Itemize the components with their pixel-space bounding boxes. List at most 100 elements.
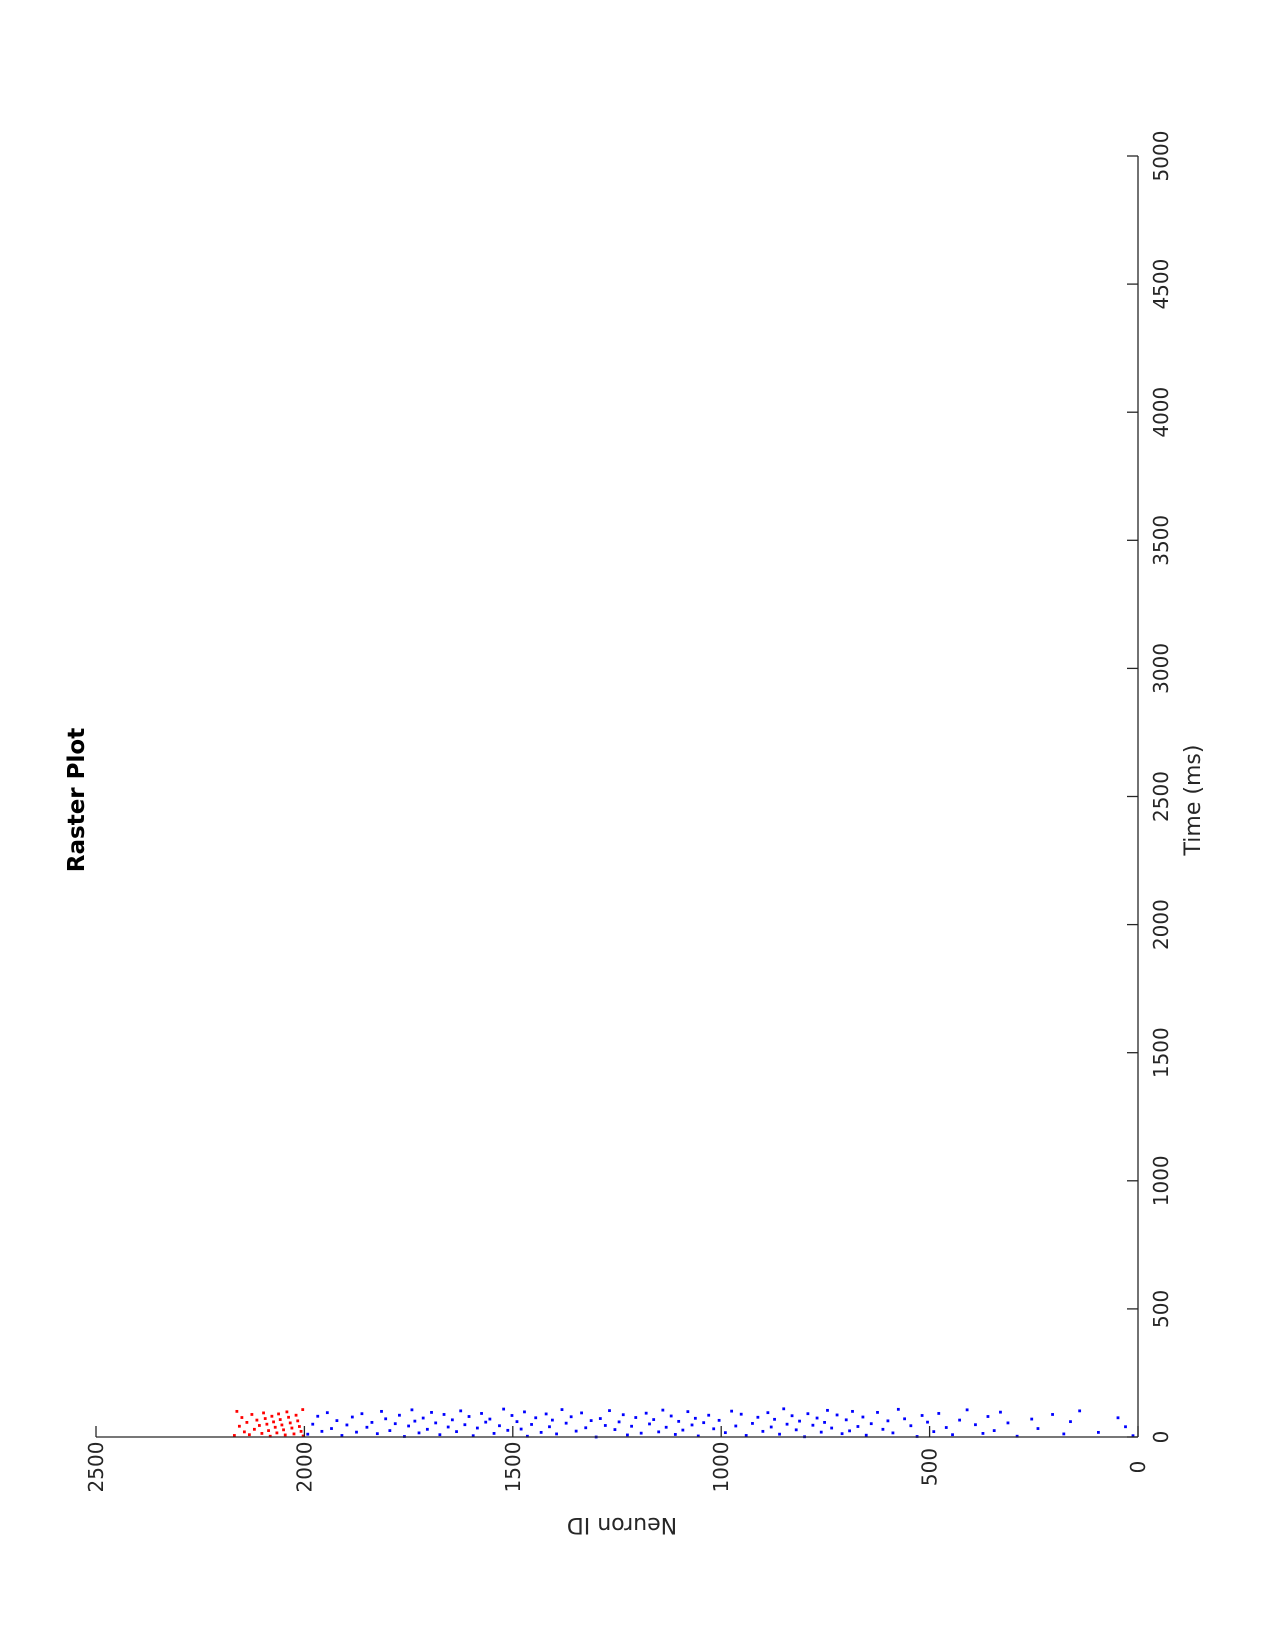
spike-point [686,1410,690,1414]
spike-point [316,1414,320,1418]
spike-point [739,1412,743,1416]
spike-point [282,1428,285,1432]
spike-point [355,1430,358,1434]
spike-point [648,1422,651,1426]
spike-point [717,1418,721,1422]
spike-point [268,1434,272,1438]
spike-point [613,1428,617,1431]
spike-point [311,1422,315,1426]
spike-point [657,1430,661,1434]
spike-point [782,1407,786,1411]
spike-point [981,1432,985,1435]
spike-point [413,1419,417,1423]
x-tick-label: 2000 [1149,899,1173,950]
spike-point [263,1417,267,1420]
spike-point [277,1412,280,1416]
spike-point [794,1428,798,1432]
spike-point [398,1413,401,1417]
spike-point [608,1409,611,1413]
spike-point [1036,1427,1040,1430]
spike-point [1097,1430,1100,1434]
spike-point [285,1410,289,1414]
x-tick-label: 0 [1149,1431,1173,1444]
spike-point [290,1426,294,1430]
spike-point [306,1432,310,1436]
spike-point [661,1408,665,1412]
spike-point [681,1428,685,1432]
spike-point [360,1412,364,1416]
spike-point [247,1433,251,1437]
spike-point [555,1432,558,1436]
spike-point [275,1431,279,1435]
spike-point [370,1420,374,1424]
spike-point [881,1427,885,1431]
spike-point [510,1414,514,1417]
spike-point [702,1421,706,1425]
x-tick-label: 500 [1149,1290,1173,1328]
spike-point [235,1409,239,1413]
x-tick-label: 4000 [1149,387,1173,438]
spike-point [515,1420,519,1424]
spike-point [785,1422,789,1426]
spike-point [644,1411,648,1415]
spike-point [539,1430,543,1434]
spike-point [861,1415,865,1419]
spike-point [530,1423,533,1426]
spike-point [707,1413,711,1417]
y-tick-label: 0 [1126,1461,1150,1474]
spike-point [999,1410,1002,1414]
spike-point [589,1419,593,1423]
spike-point [626,1433,629,1437]
spike-point [886,1419,890,1423]
spike-point [273,1425,277,1429]
x-tick-label: 1000 [1149,1155,1173,1206]
spike-point [455,1430,458,1434]
spike-point [534,1416,538,1420]
spike-point [1062,1432,1066,1436]
spike-point [1131,1434,1135,1438]
spike-point [677,1419,681,1423]
spike-point [421,1416,425,1420]
spike-point [325,1411,329,1415]
spike-point [548,1425,551,1429]
x-axis-title: Time (ms) [1181,745,1206,857]
spike-point [265,1422,269,1426]
titles: Raster Plot Time (ms) Neuron ID [64,728,1206,1537]
spike-point [851,1409,854,1413]
spike-point [544,1412,548,1416]
spike-point [926,1420,929,1424]
spike-point [766,1411,770,1415]
spike-point [580,1411,583,1415]
spike-point [958,1418,962,1422]
spike-point [442,1413,446,1416]
spike-point [1078,1409,1082,1413]
y-tick-label: 2000 [292,1442,316,1493]
spike-point [410,1408,414,1412]
spike-point [267,1429,270,1432]
spike-point [876,1411,879,1414]
spike-point [584,1426,588,1430]
spike-point [292,1432,296,1436]
spike-point [840,1432,844,1436]
spike-point [835,1413,839,1417]
spike-point [830,1426,834,1430]
spike-point [730,1409,734,1413]
spike-point [484,1420,488,1424]
spike-point [920,1414,924,1417]
spike-point [250,1413,254,1416]
spike-point [301,1408,305,1411]
spike-point [330,1427,333,1430]
spike-point [242,1430,246,1434]
spike-point [502,1407,506,1411]
spike-point [550,1418,554,1422]
spike-point [806,1412,810,1416]
spike-point [569,1415,573,1419]
spike-point [603,1424,607,1427]
spike-point [560,1408,564,1411]
spike-point [690,1423,694,1427]
spike-point [712,1427,716,1431]
spike-point [937,1412,941,1415]
spike-point [232,1434,236,1437]
spike-point [260,1432,264,1435]
